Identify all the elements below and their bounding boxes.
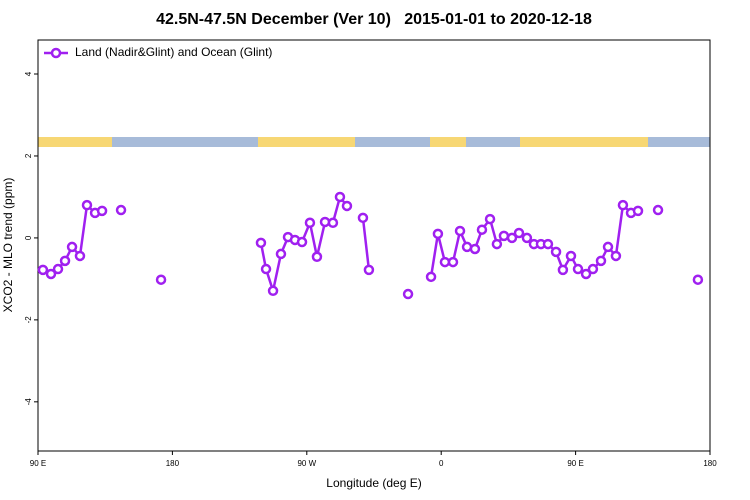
- data-point: [557, 264, 569, 276]
- data-point: [447, 256, 459, 268]
- data-point: [513, 227, 525, 239]
- data-point: [491, 238, 503, 250]
- plot-frame: [37, 39, 711, 452]
- data-point: [341, 200, 353, 212]
- data-point: [542, 238, 554, 250]
- series-line: [43, 197, 698, 291]
- data-point: [402, 288, 414, 300]
- data-point: [617, 199, 629, 211]
- x-tick-label: 90 W: [297, 459, 316, 468]
- data-point: [595, 255, 607, 267]
- chart-title: 42.5N-47.5N December (Ver 10) 2015-01-01…: [156, 11, 592, 28]
- data-point: [155, 274, 167, 285]
- data-point: [334, 191, 346, 203]
- data-point: [439, 256, 451, 268]
- y-tick-label: -2: [24, 316, 33, 324]
- data-point: [454, 225, 466, 237]
- x-tick-label: 90 E: [567, 459, 583, 468]
- data-point: [632, 205, 644, 217]
- legend-marker: [50, 47, 62, 59]
- x-tick-label: 90 E: [30, 459, 46, 468]
- data-point: [357, 212, 369, 224]
- data-point: [506, 232, 518, 244]
- y-tick-label: 0: [24, 235, 33, 240]
- data-point: [469, 243, 481, 255]
- x-axis-label: Longitude (deg E): [326, 476, 421, 490]
- data-point: [304, 217, 316, 229]
- data-point: [521, 232, 533, 244]
- data-point: [81, 199, 93, 211]
- data-point: [275, 248, 287, 260]
- data-point: [45, 268, 57, 280]
- data-point: [66, 241, 78, 253]
- data-point: [363, 264, 375, 276]
- data-point: [74, 250, 86, 262]
- data-point: [432, 228, 444, 240]
- data-point: [260, 263, 272, 275]
- data-point: [115, 204, 127, 216]
- data-point: [484, 213, 496, 225]
- x-tick-label: 180: [166, 459, 180, 468]
- data-point: [550, 246, 562, 258]
- data-point: [267, 285, 279, 297]
- y-axis-label: XCO2 - MLO trend (ppm): [1, 178, 15, 313]
- y-tick-label: 2: [24, 153, 33, 158]
- data-point: [602, 241, 614, 253]
- data-point: [652, 204, 664, 216]
- data-point: [580, 268, 592, 280]
- data-point: [425, 271, 437, 283]
- data-point: [96, 205, 108, 217]
- data-point: [327, 217, 339, 229]
- data-point: [565, 250, 577, 262]
- data-point: [476, 224, 488, 235]
- data-point: [610, 250, 622, 262]
- data-point: [587, 263, 599, 275]
- data-point: [59, 255, 71, 267]
- x-tick-label: 180: [703, 459, 717, 468]
- data-point: [37, 264, 49, 276]
- legend-label: Land (Nadir&Glint) and Ocean (Glint): [75, 45, 272, 59]
- data-point: [311, 251, 323, 263]
- land-ocean-strip: [38, 137, 710, 147]
- data-point: [572, 263, 584, 275]
- data-point: [498, 230, 510, 242]
- y-tick-label: 4: [24, 71, 33, 76]
- data-point: [52, 263, 64, 275]
- data-point: [692, 274, 704, 285]
- y-tick-label: -4: [24, 398, 33, 406]
- x-tick-label: 0: [439, 459, 444, 468]
- data-point: [255, 237, 267, 249]
- data-point: [296, 236, 308, 248]
